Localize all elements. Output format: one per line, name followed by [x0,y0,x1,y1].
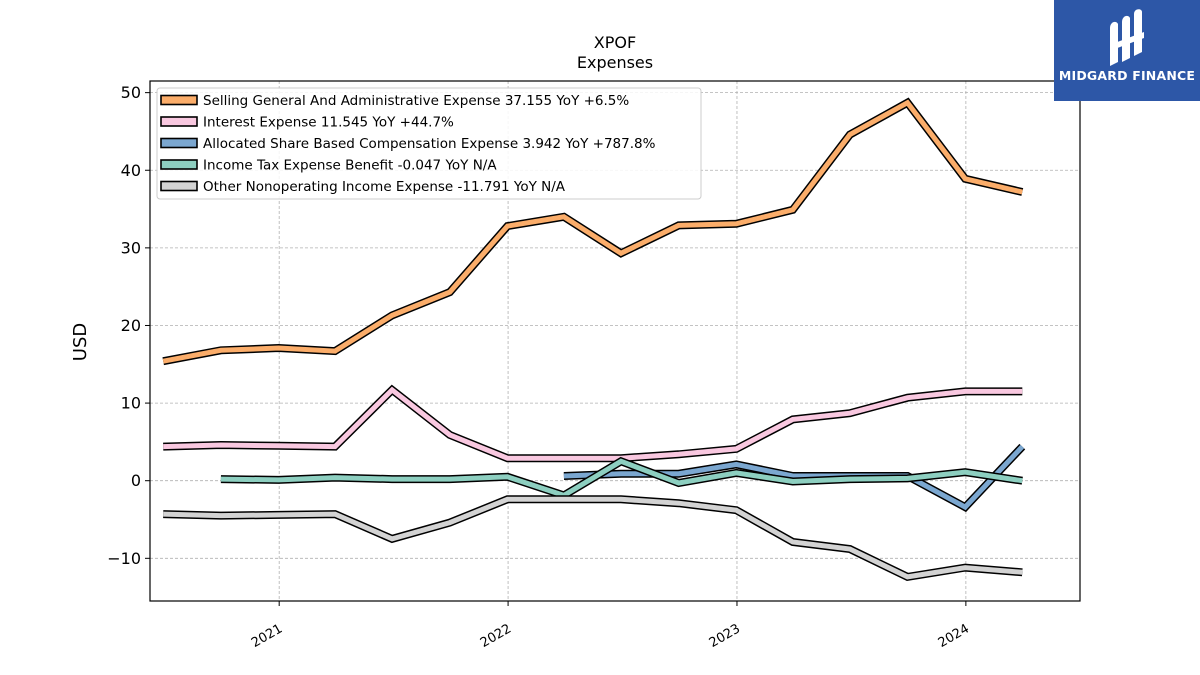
axes: −10 0 10 20 30 40 50 2021 2022 2023 2024 [107,83,972,651]
legend-swatch [160,116,198,127]
legend: Selling General And Administrative Expen… [156,87,702,200]
brand-name: MIDGARD FINANCE [1058,68,1196,83]
legend-label: Allocated Share Based Compensation Expen… [203,136,656,152]
midgard-logo-icon [1110,9,1144,66]
x-tick-label: 2024 [936,621,972,651]
series-line [563,444,1025,511]
legend-swatch [160,180,198,192]
legend-label: Interest Expense 11.545 YoY +44.7% [203,115,454,131]
y-tick-label: 10 [121,394,141,413]
legend-swatch [160,159,198,170]
legend-label: Other Nonoperating Income Expense -11.79… [203,179,566,195]
y-tick-label: −10 [107,549,141,568]
series-lines [162,97,1026,582]
series-line [163,496,1023,580]
series-line-outline [163,495,1023,582]
y-tick-label: 0 [131,471,141,490]
series-line [220,458,1023,499]
y-tick-label: 50 [121,83,141,102]
series-line [162,99,1023,364]
legend-label: Income Tax Expense Benefit -0.047 YoY N/… [203,158,497,174]
legend-label: Selling General And Administrative Expen… [203,93,629,109]
y-tick-label: 20 [121,316,141,335]
chart-subtitle: Expenses [577,53,653,72]
chart-title: XPOF [594,33,636,52]
legend-box [156,87,702,200]
x-tick-label: 2021 [249,621,285,651]
y-axis-label: USD [70,323,91,361]
plot-frame [149,80,1081,602]
brand-badge: MIDGARD FINANCE [1054,0,1200,101]
legend-swatch [160,94,198,106]
legend-swatch [160,137,198,149]
y-tick-label: 30 [121,238,141,257]
series-line [163,386,1023,461]
y-tick-label: 40 [121,161,141,180]
x-tick-label: 2023 [707,621,743,651]
x-tick-label: 2022 [478,621,514,651]
